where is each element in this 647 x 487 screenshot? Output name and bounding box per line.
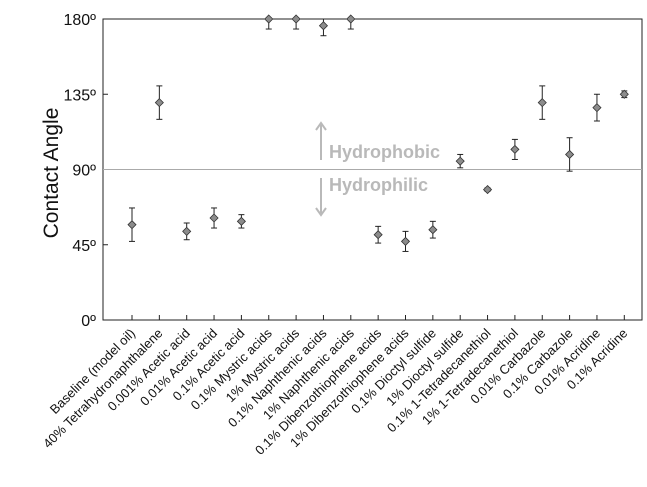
hydrophobic-annotation: Hydrophobic (315, 121, 440, 162)
data-point (619, 89, 629, 99)
data-point (127, 220, 137, 230)
data-point (565, 149, 575, 160)
data-point (428, 225, 438, 235)
data-point (182, 226, 192, 236)
data-point-group (127, 207, 137, 242)
data-point-group (154, 85, 164, 120)
data-point (346, 14, 356, 24)
data-point (236, 216, 246, 226)
data-point (510, 144, 520, 154)
data-point-group (318, 18, 329, 37)
data-point (209, 213, 219, 223)
data-point-group (264, 14, 274, 30)
data-point-group (346, 14, 356, 30)
data-point (373, 230, 383, 240)
axes: 0º 45º 90º 135º 180º (63, 12, 643, 330)
data-marks (127, 14, 629, 252)
data-point-group (455, 153, 465, 169)
data-point-group (619, 89, 629, 99)
data-point-group (400, 230, 411, 252)
data-point (537, 98, 547, 108)
data-point-group (537, 85, 547, 120)
data-point (400, 236, 411, 246)
data-point (318, 21, 329, 31)
data-point (455, 156, 465, 166)
data-point-group (428, 220, 438, 239)
hydrophilic-arrowhead (315, 207, 327, 217)
y-tick-label: 180º (63, 12, 96, 29)
data-point-group (592, 93, 602, 122)
hydrophobic-label: Hydrophobic (329, 142, 440, 162)
data-point (291, 14, 301, 24)
data-point (154, 98, 164, 108)
y-tick-label: 90º (72, 163, 96, 180)
data-point-group (510, 138, 520, 160)
data-point-group (236, 214, 246, 229)
data-point-group (291, 14, 301, 30)
data-point-group (565, 137, 575, 172)
y-tick-label: 135º (63, 87, 96, 104)
hydrophobic-arrowhead (315, 121, 327, 131)
y-tick-label: 0º (81, 313, 96, 330)
y-axis-label: Contact Angle (40, 108, 63, 239)
data-point (264, 14, 274, 24)
data-point (482, 185, 493, 195)
data-point-group (373, 225, 383, 244)
hydrophilic-label: Hydrophilic (329, 175, 428, 195)
data-point-group (482, 185, 493, 195)
data-point (592, 103, 602, 113)
data-point-group (209, 207, 219, 229)
hydrophilic-annotation: Hydrophilic (315, 175, 428, 217)
y-tick-label: 45º (72, 238, 96, 255)
data-point-group (182, 222, 192, 241)
category-labels: Baseline (model oil)40% Tetrahydronaphth… (40, 325, 630, 458)
